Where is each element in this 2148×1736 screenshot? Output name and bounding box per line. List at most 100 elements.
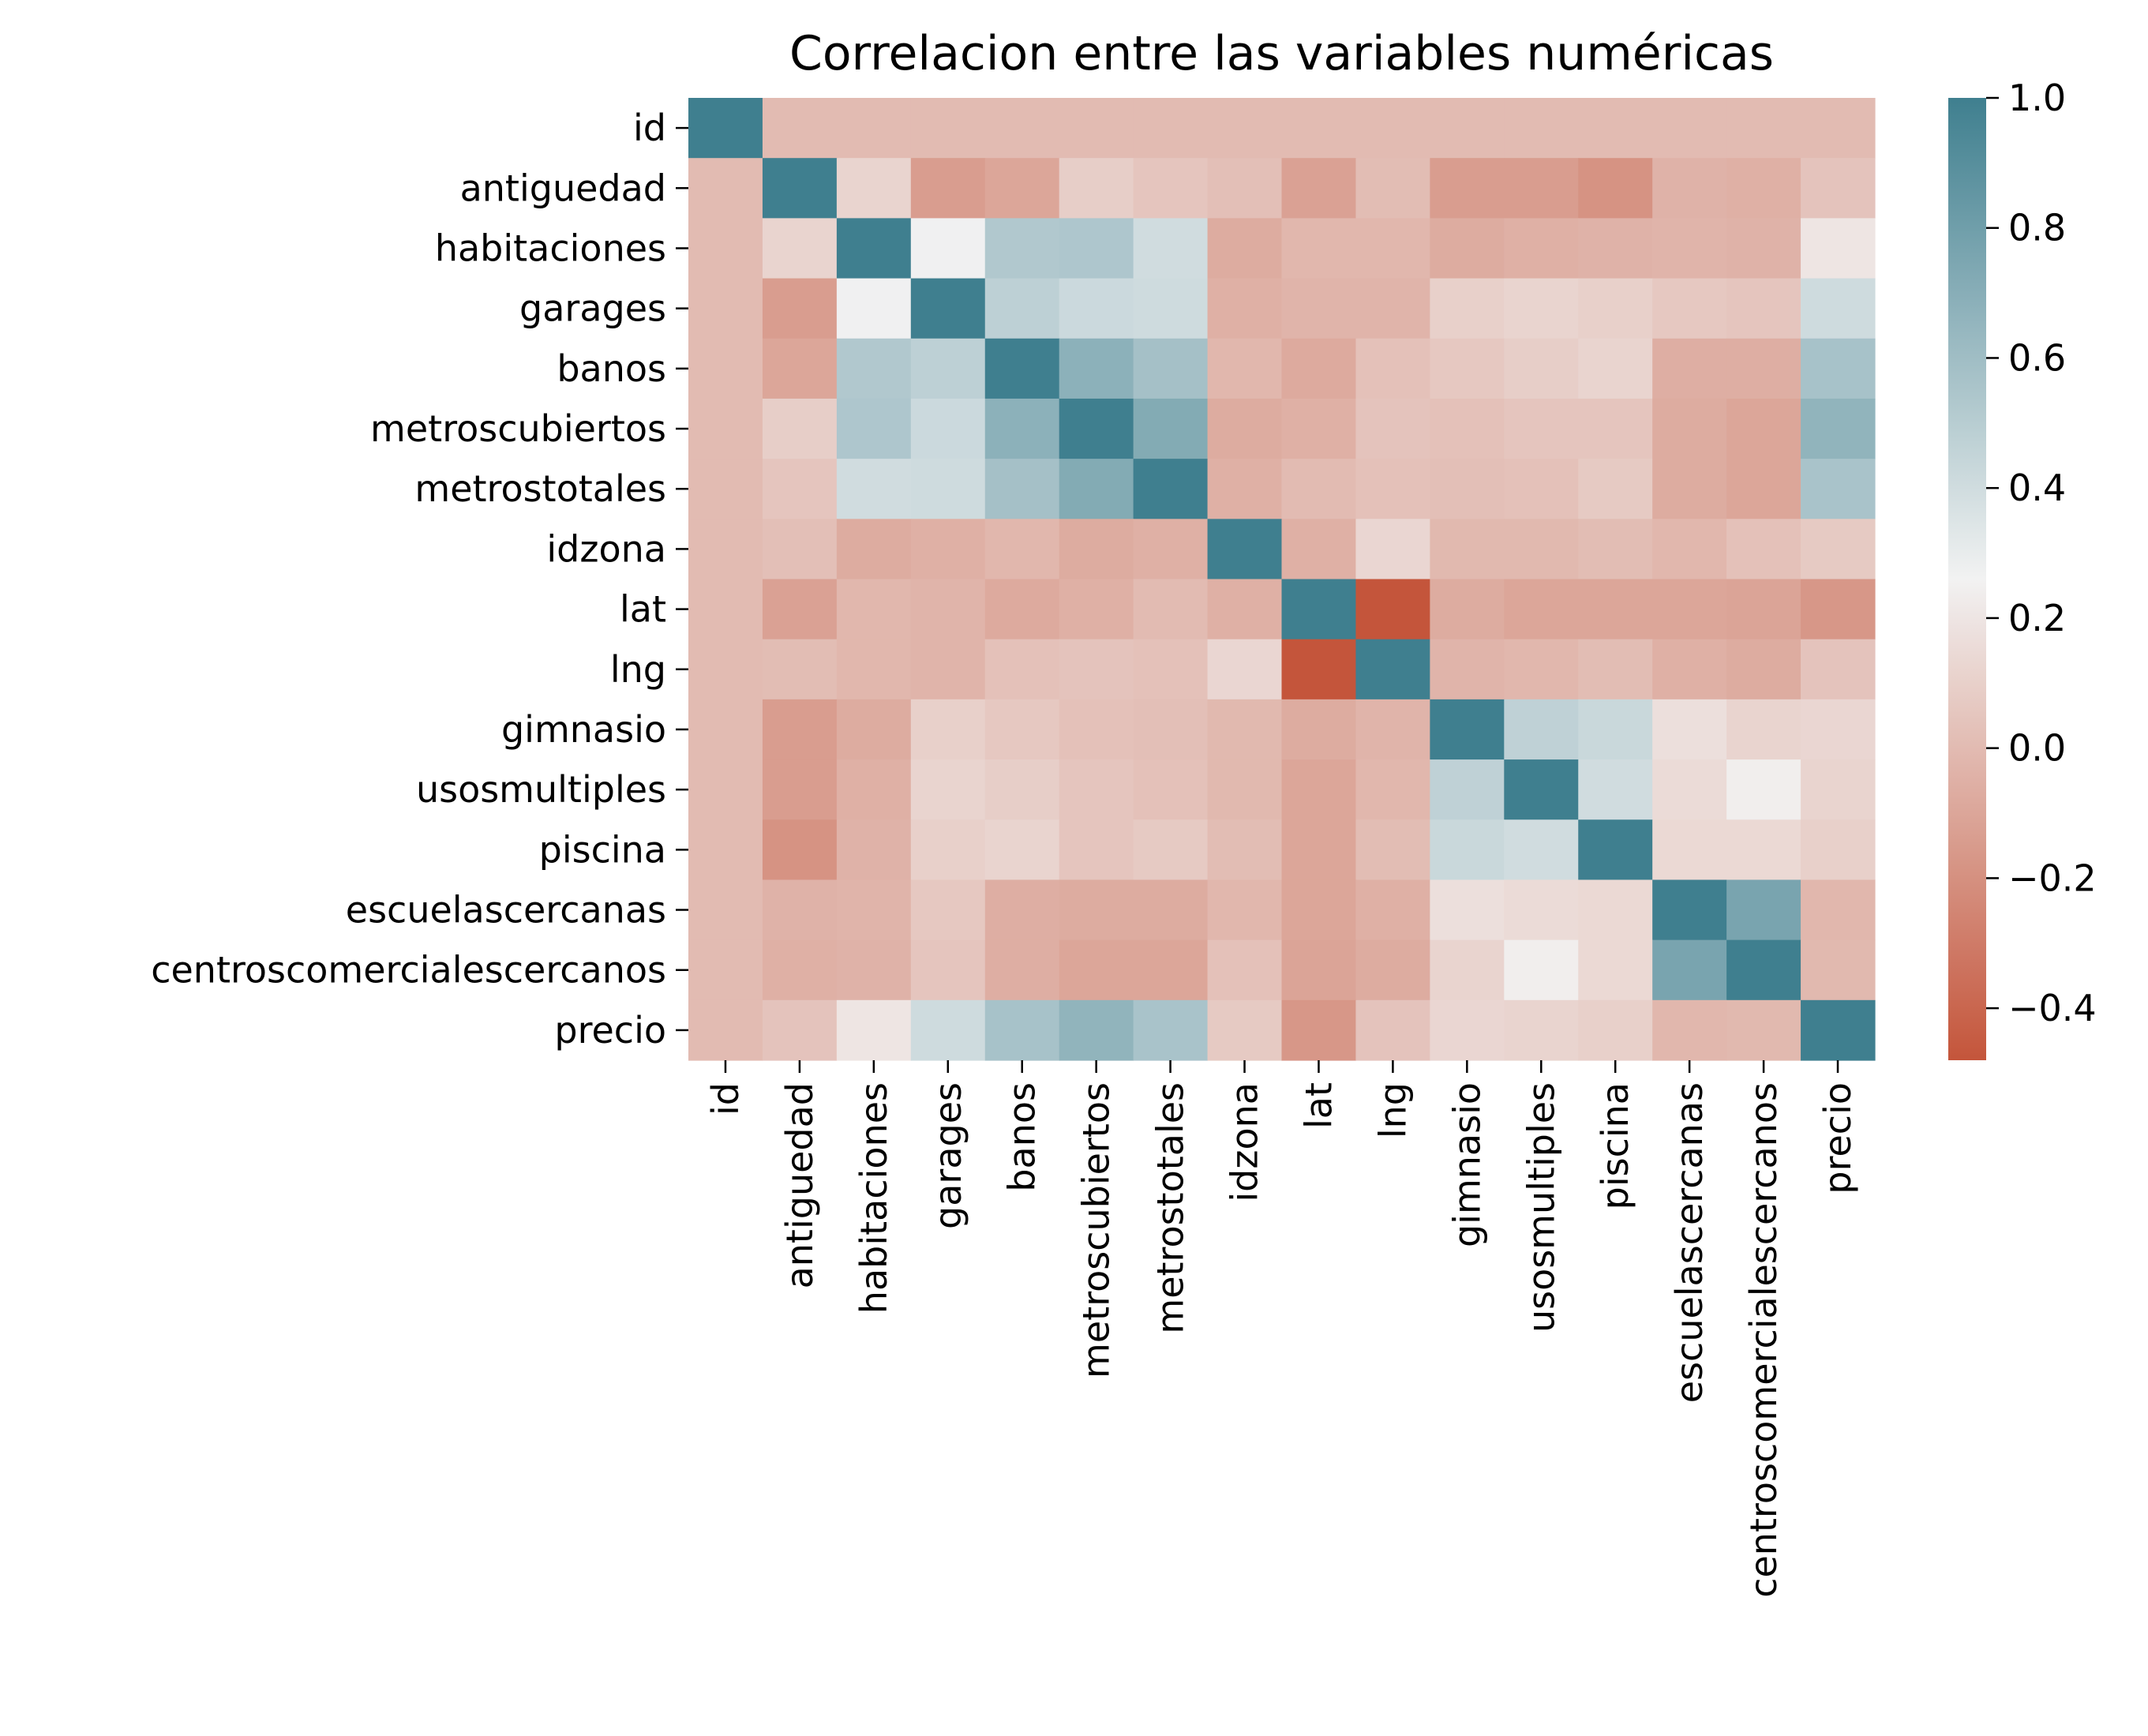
heatmap-cell-usosmultiples-usosmultiples xyxy=(1504,759,1579,820)
heatmap-cell-piscina-centroscomercialescercanos xyxy=(1726,819,1801,881)
heatmap-cell-banos-usosmultiples xyxy=(1504,338,1579,399)
heatmap-cell-habitaciones-banos xyxy=(984,218,1060,279)
heatmap-cell-id-garages xyxy=(910,98,986,159)
heatmap-cell-garages-metroscubiertos xyxy=(1059,278,1134,339)
heatmap-cell-garages-centroscomercialescercanos xyxy=(1726,278,1801,339)
heatmap-cell-metroscubiertos-lat xyxy=(1281,398,1357,459)
heatmap-cell-gimnasio-gimnasio xyxy=(1430,699,1505,760)
heatmap-cell-escuelascercanas-escuelascercanas xyxy=(1652,879,1727,941)
heatmap-cell-lat-id xyxy=(688,579,763,640)
heatmap-cell-gimnasio-garages xyxy=(910,699,986,760)
heatmap-cell-banos-precio xyxy=(1801,338,1876,399)
heatmap-cell-centroscomercialescercanos-lng xyxy=(1355,939,1430,1001)
heatmap-cell-lat-metroscubiertos xyxy=(1059,579,1134,640)
heatmap-cell-gimnasio-precio xyxy=(1801,699,1876,760)
heatmap-cell-antiguedad-metroscubiertos xyxy=(1059,158,1134,219)
heatmap-cell-idzona-precio xyxy=(1801,519,1876,580)
heatmap-cell-lng-id xyxy=(688,639,763,700)
heatmap-cell-lat-usosmultiples xyxy=(1504,579,1579,640)
x-tick-label: idzona xyxy=(1224,1082,1266,1202)
heatmap-cell-lng-centroscomercialescercanos xyxy=(1726,639,1801,700)
y-tick-label: centroscomercialescercanos xyxy=(151,949,666,992)
heatmap-cell-precio-lng xyxy=(1355,999,1430,1061)
heatmap-cell-habitaciones-centroscomercialescercanos xyxy=(1726,218,1801,279)
heatmap-cell-usosmultiples-lat xyxy=(1281,759,1357,820)
x-tick-label: banos xyxy=(1001,1082,1044,1192)
heatmap-cell-habitaciones-precio xyxy=(1801,218,1876,279)
heatmap-cell-centroscomercialescercanos-garages xyxy=(910,939,986,1001)
heatmap-cell-id-habitaciones xyxy=(836,98,912,159)
heatmap-cell-habitaciones-lat xyxy=(1281,218,1357,279)
heatmap-cell-gimnasio-lat xyxy=(1281,699,1357,760)
heatmap-cell-antiguedad-antiguedad xyxy=(762,158,838,219)
heatmap-cell-usosmultiples-metrostotales xyxy=(1133,759,1209,820)
heatmap-cell-precio-usosmultiples xyxy=(1504,999,1579,1061)
heatmap-cell-gimnasio-antiguedad xyxy=(762,699,838,760)
y-axis: id antiguedad habitaciones garages banos metr… xyxy=(151,107,688,1052)
heatmap-cell-piscina-metroscubiertos xyxy=(1059,819,1134,881)
heatmap-cell-escuelascercanas-usosmultiples xyxy=(1504,879,1579,941)
heatmap-cell-centroscomercialescercanos-metrostotales xyxy=(1133,939,1209,1001)
heatmap-cell-garages-habitaciones xyxy=(836,278,912,339)
heatmap-cell-precio-centroscomercialescercanos xyxy=(1726,999,1801,1061)
heatmap-cell-metroscubiertos-id xyxy=(688,398,763,459)
heatmap-cell-idzona-usosmultiples xyxy=(1504,519,1579,580)
colorbar xyxy=(1948,98,1986,1060)
heatmap-cell-id-piscina xyxy=(1578,98,1653,159)
heatmap-cell-escuelascercanas-idzona xyxy=(1207,879,1283,941)
heatmap-cell-idzona-habitaciones xyxy=(836,519,912,580)
heatmap-cell-id-antiguedad xyxy=(762,98,838,159)
heatmap-cell-lng-lat xyxy=(1281,639,1357,700)
heatmap-cell-usosmultiples-garages xyxy=(910,759,986,820)
heatmap-cell-metroscubiertos-escuelascercanas xyxy=(1652,398,1727,459)
heatmap-cell-metrostotales-id xyxy=(688,459,763,519)
y-tick-label: piscina xyxy=(539,828,666,871)
heatmap-cell-usosmultiples-habitaciones xyxy=(836,759,912,820)
heatmap-cell-antiguedad-centroscomercialescercanos xyxy=(1726,158,1801,219)
heatmap-cell-piscina-usosmultiples xyxy=(1504,819,1579,881)
heatmap-cell-garages-piscina xyxy=(1578,278,1653,339)
heatmap-cell-metrostotales-metrostotales xyxy=(1133,459,1209,519)
x-tick-label: precio xyxy=(1816,1082,1859,1194)
heatmap-cell-escuelascercanas-metrostotales xyxy=(1133,879,1209,941)
y-tick-label: metroscubiertos xyxy=(370,407,666,450)
heatmap-cell-garages-banos xyxy=(984,278,1060,339)
heatmap-cell-metroscubiertos-piscina xyxy=(1578,398,1653,459)
heatmap-cell-lng-escuelascercanas xyxy=(1652,639,1727,700)
heatmap-cell-centroscomercialescercanos-centroscomercialescercanos xyxy=(1726,939,1801,1001)
heatmap-cell-piscina-precio xyxy=(1801,819,1876,881)
heatmap-cell-centroscomercialescercanos-gimnasio xyxy=(1430,939,1505,1001)
heatmap-cell-escuelascercanas-antiguedad xyxy=(762,879,838,941)
heatmap-cell-metroscubiertos-idzona xyxy=(1207,398,1283,459)
heatmap-cell-escuelascercanas-garages xyxy=(910,879,986,941)
x-tick-label: piscina xyxy=(1594,1082,1636,1209)
heatmap-cell-precio-garages xyxy=(910,999,986,1061)
heatmap-cell-idzona-metroscubiertos xyxy=(1059,519,1134,580)
x-tick-label: lng xyxy=(1371,1082,1414,1138)
heatmap-cell-antiguedad-metrostotales xyxy=(1133,158,1209,219)
heatmap-cell-habitaciones-gimnasio xyxy=(1430,218,1505,279)
colorbar-tick-label: 0.4 xyxy=(2008,467,2066,509)
heatmap-cell-garages-usosmultiples xyxy=(1504,278,1579,339)
heatmap-cell-banos-metrostotales xyxy=(1133,338,1209,399)
heatmap-cell-usosmultiples-gimnasio xyxy=(1430,759,1505,820)
heatmap-cell-metroscubiertos-metrostotales xyxy=(1133,398,1209,459)
heatmap-cell-centroscomercialescercanos-escuelascercanas xyxy=(1652,939,1727,1001)
heatmap-cell-garages-escuelascercanas xyxy=(1652,278,1727,339)
x-tick-label: centroscomercialescercanos xyxy=(1742,1082,1785,1598)
heatmap-cell-lat-gimnasio xyxy=(1430,579,1505,640)
heatmap-cell-habitaciones-metroscubiertos xyxy=(1059,218,1134,279)
heatmap-cell-usosmultiples-id xyxy=(688,759,763,820)
heatmap-cell-lng-piscina xyxy=(1578,639,1653,700)
heatmap-cell-metrostotales-centroscomercialescercanos xyxy=(1726,459,1801,519)
y-tick-label: metrostotales xyxy=(414,467,666,510)
heatmap-cell-precio-piscina xyxy=(1578,999,1653,1061)
heatmap-cell-lng-metroscubiertos xyxy=(1059,639,1134,700)
heatmap-cell-lat-banos xyxy=(984,579,1060,640)
heatmap-cell-lng-metrostotales xyxy=(1133,639,1209,700)
heatmap-cell-banos-idzona xyxy=(1207,338,1283,399)
heatmap-cell-banos-gimnasio xyxy=(1430,338,1505,399)
heatmap-cell-usosmultiples-centroscomercialescercanos xyxy=(1726,759,1801,820)
heatmap-cell-metrostotales-usosmultiples xyxy=(1504,459,1579,519)
